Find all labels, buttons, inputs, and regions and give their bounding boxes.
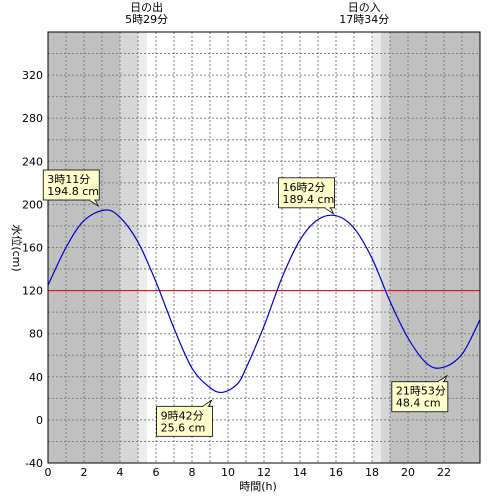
y-tick-label: 200 (22, 198, 43, 211)
callout-time: 16時2分 (283, 181, 326, 194)
sun-event-time: 5時29分 (125, 13, 168, 26)
grid (48, 32, 480, 463)
callout-value: 194.8 cm (47, 185, 99, 198)
plot-frame (47, 31, 481, 464)
y-tick-label: 80 (29, 328, 43, 341)
y-tick-label: 280 (22, 112, 43, 125)
x-tick-label: 0 (45, 466, 52, 479)
callout-value: 189.4 cm (283, 193, 335, 206)
x-tick-label: 22 (437, 466, 451, 479)
night-band (138, 32, 147, 463)
callout-time: 9時42分 (161, 409, 204, 422)
x-tick-label: 18 (365, 466, 379, 479)
x-tick-label: 6 (153, 466, 160, 479)
y-axis-label: 水位(cm) (10, 224, 24, 271)
callout-box (391, 381, 449, 413)
x-tick-label: 2 (81, 466, 88, 479)
x-tick-label: 16 (329, 466, 343, 479)
callout-value: 48.4 cm (396, 397, 441, 410)
x-tick-label: 8 (189, 466, 196, 479)
y-tick-label: 0 (36, 414, 43, 427)
sun-event-label: 日の出 (130, 0, 163, 14)
y-tick-label: -40 (25, 457, 43, 470)
y-tick-label: 320 (22, 69, 43, 82)
callout-time: 3時11分 (47, 173, 90, 186)
callout-value: 25.6 cm (161, 421, 206, 434)
series-group (47, 209, 481, 394)
x-tick-label: 20 (401, 466, 415, 479)
y-tick-label: 160 (22, 242, 43, 255)
x-tick-label: 14 (293, 466, 307, 479)
x-tick-label: 12 (257, 466, 271, 479)
callout-box (278, 177, 335, 209)
callout-box (156, 405, 214, 437)
callout-time: 21時53分 (396, 385, 446, 398)
sun-event-label: 日の入 (348, 1, 381, 14)
y-tick-label: 240 (22, 155, 43, 168)
callout-pointer (323, 207, 335, 215)
callout-box (42, 169, 100, 201)
y-tick-label: 120 (22, 285, 43, 298)
plot-border (47, 31, 481, 464)
y-tick-label: 40 (29, 371, 43, 384)
tick-labels: 0 2 4 6 8 10 12 14 16 18 20 22-40040801201602002402… (22, 69, 451, 479)
water-level-line (47, 209, 481, 394)
x-tick-label: 4 (117, 466, 124, 479)
x-axis-label: 時間(h) (239, 480, 277, 493)
sun-event-time: 17時34分 (339, 13, 389, 26)
x-tick-label: 10 (221, 466, 235, 479)
